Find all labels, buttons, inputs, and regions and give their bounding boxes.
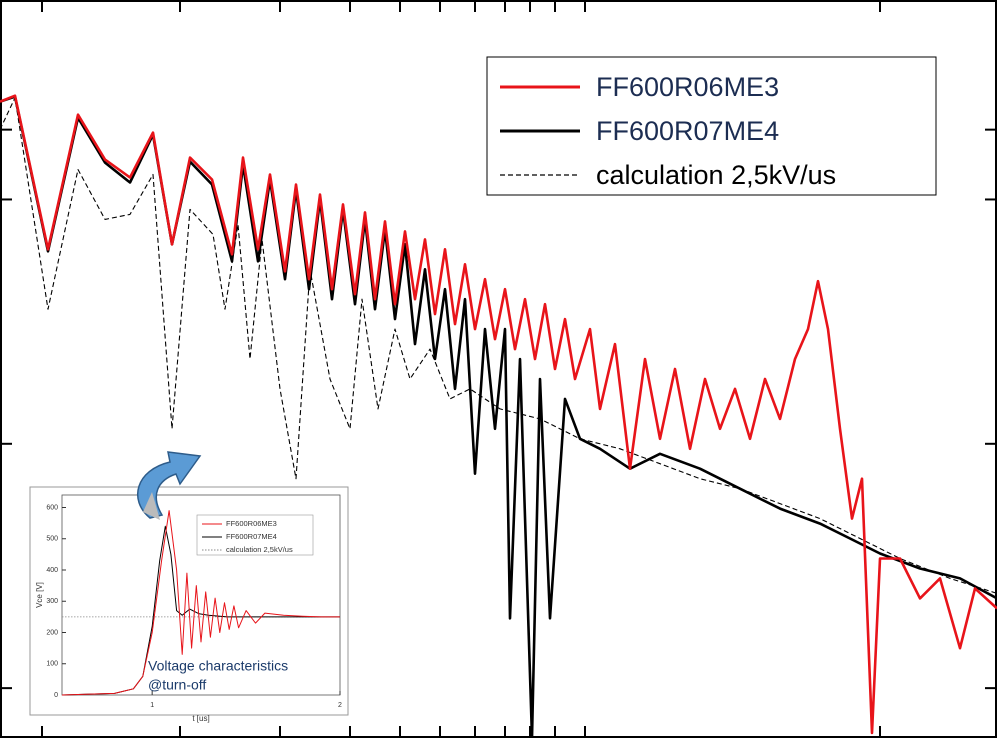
legend-label: calculation 2,5kV/us — [226, 545, 293, 554]
arrow-shadow — [143, 492, 160, 520]
series-line — [61, 510, 340, 696]
series-line — [0, 97, 997, 594]
legend-label: FF600R06ME3 — [596, 72, 779, 102]
legend-label: FF600R07ME4 — [226, 532, 277, 541]
legend-box — [486, 56, 937, 196]
x-axis-label: t [us] — [192, 714, 209, 723]
legend-label: FF600R07ME4 — [596, 116, 779, 146]
y-tick-label: 300 — [46, 598, 58, 605]
y-tick-label: 500 — [46, 536, 58, 543]
x-tick-label: 1 — [150, 702, 154, 709]
series-line — [0, 94, 997, 735]
legend-label: calculation 2,5kV/us — [596, 160, 836, 190]
legend-label: FF600R06ME3 — [226, 519, 277, 528]
y-tick-label: 100 — [46, 661, 58, 668]
y-tick-label: 600 — [46, 504, 58, 511]
y-axis-label: Vce [V] — [35, 582, 44, 608]
legend-box — [196, 514, 314, 556]
inset-chart: 1 2 0 100 200 300 400 500 600 t [us] Vce [V] FF600R… — [29, 486, 349, 723]
annotation: Voltage characteristics — [148, 658, 288, 674]
y-tick-label: 400 — [46, 567, 58, 574]
y-tick-label: 200 — [46, 629, 58, 636]
x-tick-label: 2 — [338, 702, 342, 709]
y-tick-label: 0 — [54, 692, 58, 699]
annotation: @turn-off — [148, 677, 206, 693]
